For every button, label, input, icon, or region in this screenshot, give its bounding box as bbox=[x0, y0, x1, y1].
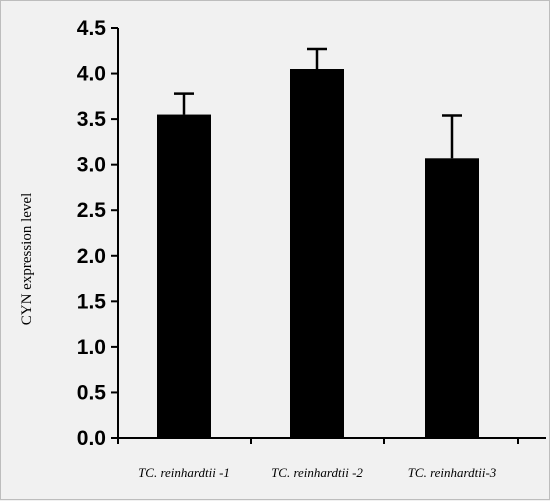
bar bbox=[425, 158, 479, 439]
y-tick-label: 1.0 bbox=[77, 336, 106, 359]
y-tick-label: 3.5 bbox=[77, 108, 107, 131]
bar bbox=[157, 114, 211, 439]
error-bars bbox=[174, 47, 462, 159]
y-ticks: 0.0 0.5 1.0 1.5 2.0 2.5 3.0 3.5 4.0 4.5 bbox=[77, 17, 118, 450]
y-tick-label: 1.5 bbox=[77, 290, 107, 313]
bars bbox=[157, 69, 479, 439]
y-tick-label: 0.5 bbox=[77, 381, 107, 404]
y-tick-label: 4.5 bbox=[77, 17, 107, 40]
x-tick-label: TC. reinhardtii-3 bbox=[408, 465, 497, 480]
y-tick-label: 3.0 bbox=[77, 154, 106, 177]
y-tick-label: 2.0 bbox=[77, 245, 106, 268]
x-tick-label: TC. reinhardtii -2 bbox=[271, 465, 363, 480]
x-tick-labels: TC. reinhardtii -1 TC. reinhardtii -2 TC. … bbox=[138, 465, 497, 480]
y-tick-label: 4.0 bbox=[77, 63, 106, 86]
y-axis-title: CYN expression level bbox=[19, 193, 35, 325]
y-tick-label: 0.0 bbox=[77, 427, 106, 450]
x-tick-label: TC. reinhardtii -1 bbox=[138, 465, 230, 480]
y-tick-label: 2.5 bbox=[77, 199, 107, 222]
bar bbox=[290, 69, 344, 438]
